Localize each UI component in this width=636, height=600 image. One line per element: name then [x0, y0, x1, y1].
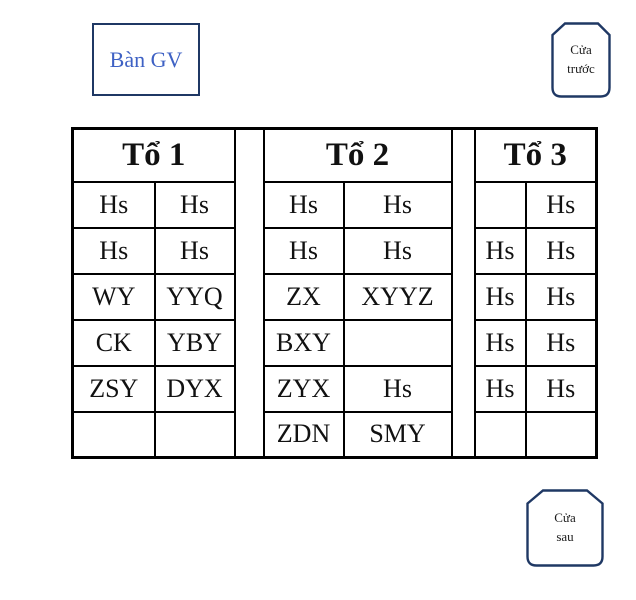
seat-cell: YBY — [153, 318, 236, 367]
seat-cell: Hs — [342, 226, 453, 275]
seat-cell: XYYZ — [342, 272, 453, 321]
seat-cell — [524, 410, 598, 459]
seat-cell: ZYX — [262, 364, 345, 413]
seat-cell: Hs — [262, 226, 345, 275]
seat-cell: CK — [71, 318, 156, 367]
seat-cell — [153, 410, 236, 459]
front-door-line1: Cửa — [570, 42, 592, 58]
back-door: Cửa sau — [526, 489, 604, 567]
seat-cell: BXY — [262, 318, 345, 367]
seat-cell: DYX — [153, 364, 236, 413]
seat-row-6: ZDN SMY — [71, 410, 598, 459]
group-header-to-1: Tổ 1 — [71, 127, 236, 183]
seat-cell: Hs — [473, 272, 527, 321]
seat-cell: WY — [71, 272, 156, 321]
seat-row-5: ZSY DYX ZYX Hs Hs Hs — [71, 364, 598, 413]
seat-cell: Hs — [473, 364, 527, 413]
seat-row-3: WY YYQ ZX XYYZ Hs Hs — [71, 272, 598, 321]
seat-cell: Hs — [342, 180, 453, 229]
seat-cell: SMY — [342, 410, 453, 459]
front-door-line2: trước — [567, 61, 595, 76]
group-header-to-2: Tổ 2 — [262, 127, 453, 183]
door-shape-icon — [551, 22, 611, 98]
aisle-spacer-2 — [450, 127, 476, 459]
seat-cell — [342, 318, 453, 367]
teacher-desk-label: Bàn GV — [109, 46, 183, 72]
back-door-label: Cửa sau — [526, 489, 604, 567]
seat-cell — [71, 410, 156, 459]
seat-cell: ZX — [262, 272, 345, 321]
seat-cell: Hs — [153, 180, 236, 229]
seat-row-1: Hs Hs Hs Hs Hs — [71, 180, 598, 229]
aisle-spacer-1 — [233, 127, 265, 459]
seat-cell: Hs — [473, 226, 527, 275]
seat-cell: YYQ — [153, 272, 236, 321]
group-header-to-3: Tổ 3 — [473, 127, 598, 183]
seat-cell: Hs — [71, 226, 156, 275]
seat-cell: Hs — [524, 318, 598, 367]
seat-cell: Hs — [473, 318, 527, 367]
seat-cell: ZDN — [262, 410, 345, 459]
seat-cell: Hs — [524, 272, 598, 321]
seat-cell: ZSY — [71, 364, 156, 413]
seat-row-2: Hs Hs Hs Hs Hs Hs — [71, 226, 598, 275]
door-shape-icon — [526, 489, 604, 567]
back-door-line1: Cửa — [554, 510, 576, 526]
seat-cell: Hs — [524, 364, 598, 413]
seat-cell: Hs — [524, 226, 598, 275]
front-door-label: Cửa trước — [551, 22, 611, 98]
seat-cell — [473, 410, 527, 459]
seat-cell: Hs — [342, 364, 453, 413]
seat-row-4: CK YBY BXY Hs Hs — [71, 318, 598, 367]
seat-cell: Hs — [71, 180, 156, 229]
seat-cell — [473, 180, 527, 229]
seat-cell: Hs — [524, 180, 598, 229]
seat-cell: Hs — [262, 180, 345, 229]
seating-chart-table: Tổ 1 Tổ 2 Tổ 3 Hs Hs Hs Hs Hs Hs Hs Hs H… — [71, 127, 598, 459]
front-door: Cửa trước — [551, 22, 611, 98]
seat-cell: Hs — [153, 226, 236, 275]
teacher-desk: Bàn GV — [92, 23, 200, 96]
back-door-line2: sau — [556, 529, 574, 544]
